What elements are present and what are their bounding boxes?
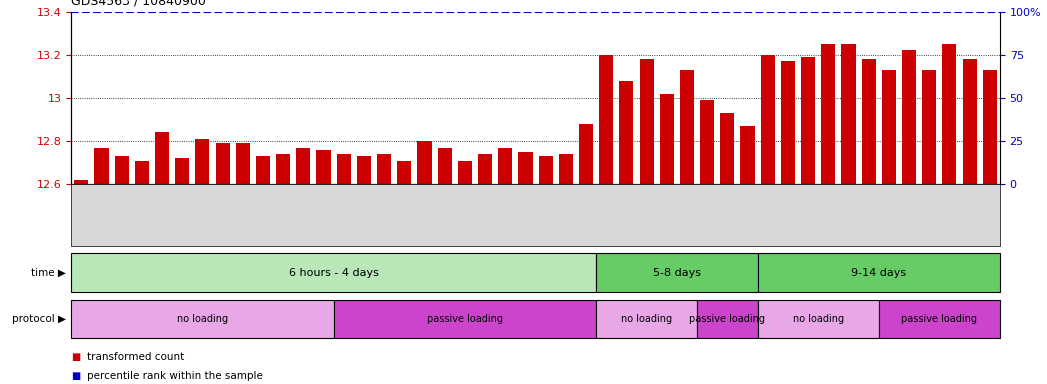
Bar (236, 143, 250, 184)
Bar (114, 156, 129, 184)
Bar (559, 154, 573, 184)
Bar (842, 44, 855, 184)
Bar (640, 59, 653, 184)
Text: no loading: no loading (793, 314, 844, 324)
Bar (296, 147, 310, 184)
Text: protocol ▶: protocol ▶ (12, 314, 66, 324)
Text: passive loading: passive loading (901, 314, 977, 324)
Text: 6 hours - 4 days: 6 hours - 4 days (289, 268, 379, 278)
Bar (276, 154, 290, 184)
Bar (518, 152, 533, 184)
Bar (700, 100, 714, 184)
Bar (761, 55, 775, 184)
Bar (821, 44, 836, 184)
Bar (538, 156, 553, 184)
Bar (135, 161, 149, 184)
Bar (397, 161, 411, 184)
Bar (579, 124, 593, 184)
Text: no loading: no loading (177, 314, 228, 324)
Bar (418, 141, 431, 184)
Text: passive loading: passive loading (689, 314, 765, 324)
Bar (94, 147, 109, 184)
Text: passive loading: passive loading (427, 314, 503, 324)
Bar (862, 59, 875, 184)
Bar (922, 70, 936, 184)
Bar (781, 61, 795, 184)
Bar (882, 70, 896, 184)
Text: 9-14 days: 9-14 days (851, 268, 907, 278)
Bar (680, 70, 694, 184)
Bar (498, 147, 512, 184)
Bar (620, 81, 633, 184)
Text: percentile rank within the sample: percentile rank within the sample (87, 371, 263, 381)
Bar (196, 139, 209, 184)
Bar (983, 70, 997, 184)
Text: ■: ■ (71, 352, 81, 362)
Text: transformed count: transformed count (87, 352, 184, 362)
Text: GDS4563 / 10840900: GDS4563 / 10840900 (71, 0, 206, 8)
Bar (801, 57, 816, 184)
Text: 5-8 days: 5-8 days (653, 268, 700, 278)
Bar (216, 143, 229, 184)
Bar (438, 147, 451, 184)
Text: ■: ■ (71, 371, 81, 381)
Bar (357, 156, 371, 184)
Bar (458, 161, 472, 184)
Bar (155, 132, 170, 184)
Text: time ▶: time ▶ (31, 268, 66, 278)
Bar (660, 94, 674, 184)
Bar (316, 150, 331, 184)
Bar (962, 59, 977, 184)
Bar (74, 180, 88, 184)
Text: no loading: no loading (621, 314, 672, 324)
Bar (377, 154, 392, 184)
Bar (740, 126, 755, 184)
Bar (175, 158, 190, 184)
Bar (255, 156, 270, 184)
Bar (720, 113, 734, 184)
Bar (599, 55, 614, 184)
Bar (478, 154, 492, 184)
Bar (337, 154, 351, 184)
Bar (901, 50, 916, 184)
Bar (942, 44, 957, 184)
